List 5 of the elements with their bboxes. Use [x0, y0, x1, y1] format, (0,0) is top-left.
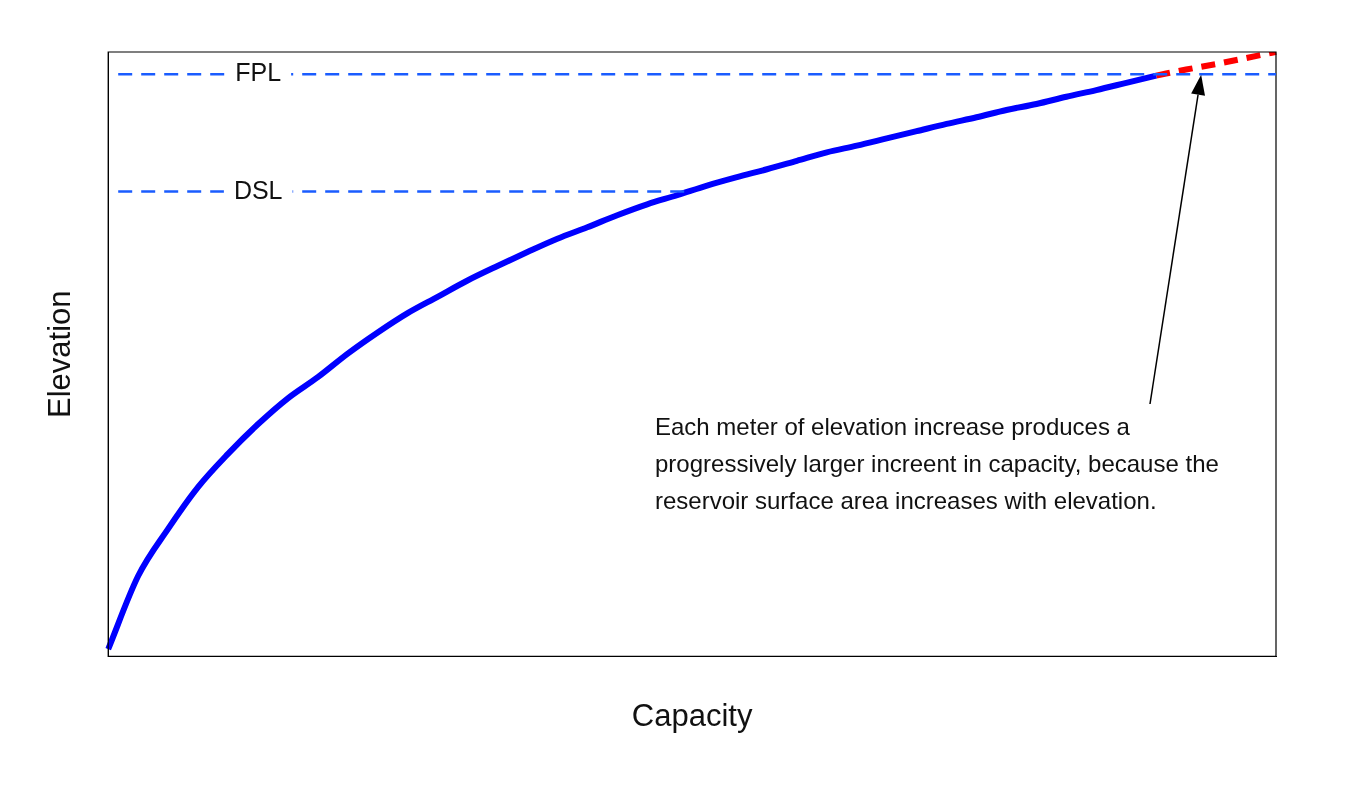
- ref-line-label: FPL: [235, 58, 282, 87]
- ref-line-label: DSL: [233, 175, 283, 204]
- y-axis-title: Elevation: [42, 290, 78, 418]
- annotation: Each meter of elevation increase produces a progressively larger increent in capacity, because the reservoir surface area increases with elevation.: [655, 412, 1220, 516]
- x-axis-title: Capacity: [631, 697, 753, 733]
